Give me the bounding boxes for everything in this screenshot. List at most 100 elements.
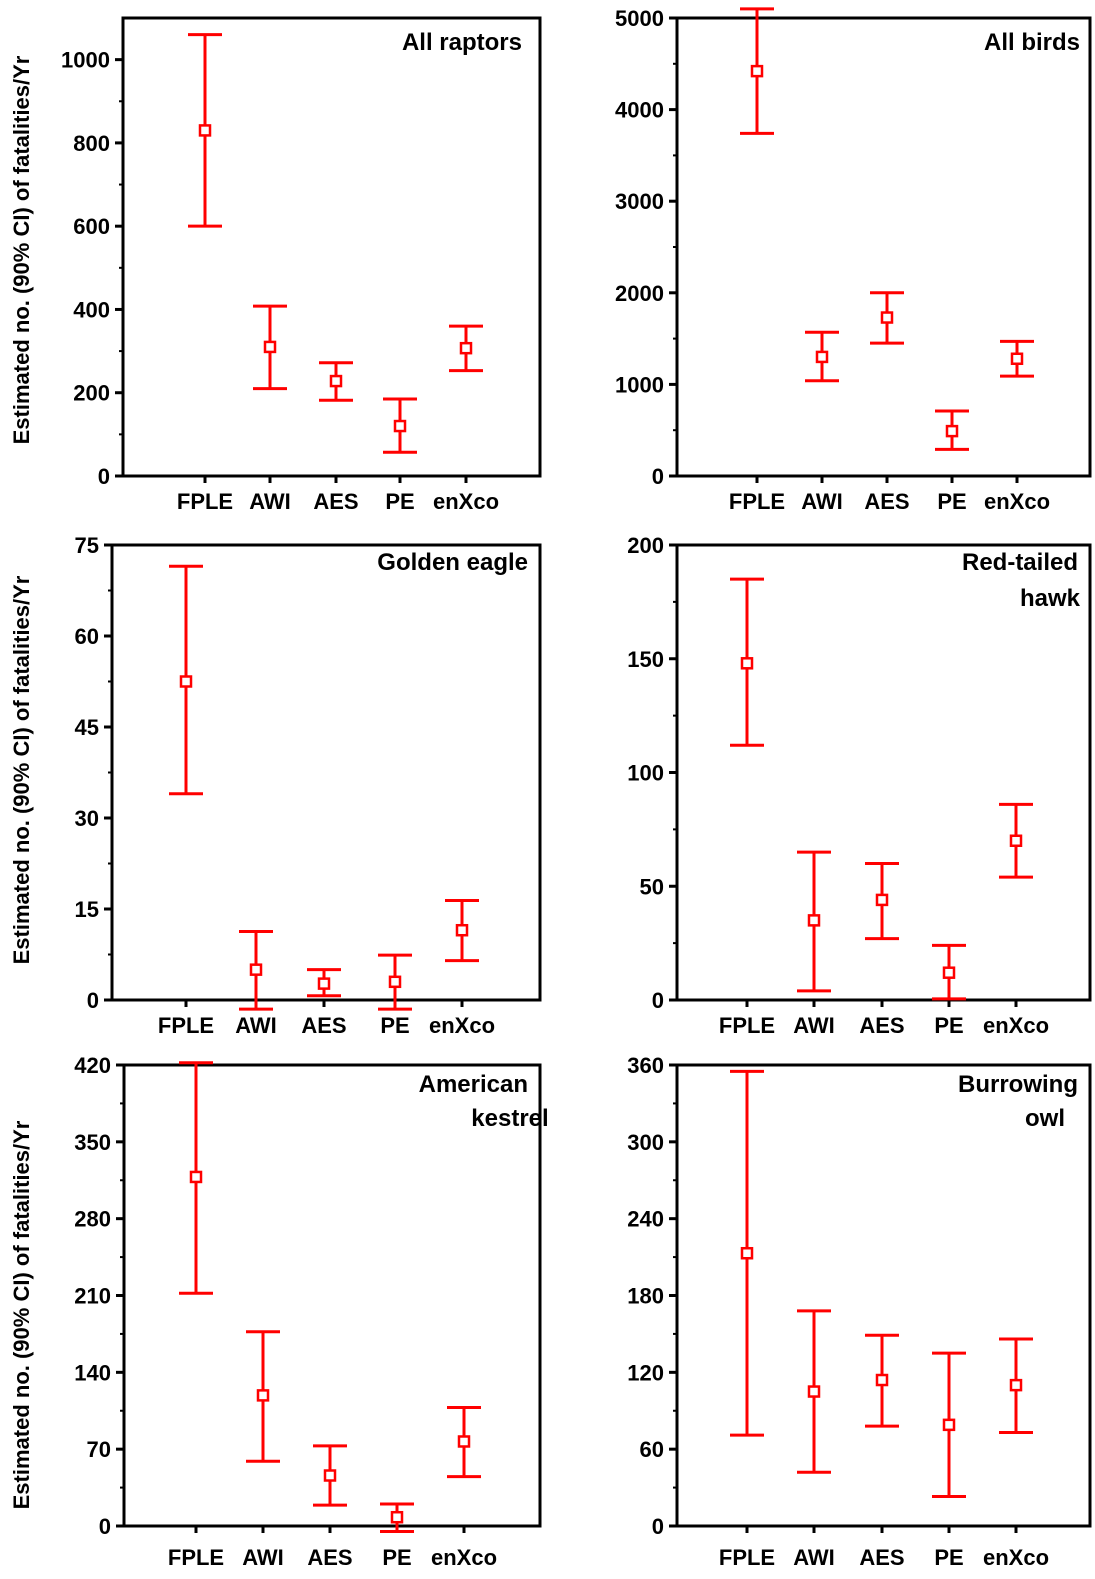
- estimate-point: [317, 977, 331, 990]
- plot-frame: [675, 1063, 1092, 1528]
- y-tick-label: 2000: [615, 281, 664, 306]
- chart-panel: 0 50 100 150 200 FPLE AWI AES PE enXco Red-tailed h…: [627, 533, 1092, 1038]
- estimate-point: [256, 1389, 270, 1402]
- chart-title: All birds: [984, 29, 1080, 56]
- x-tick-label: AES: [313, 489, 358, 514]
- y-tick-label: 800: [73, 131, 110, 156]
- y-tick-label: 50: [640, 874, 664, 899]
- x-tick-label: AWI: [793, 1545, 835, 1570]
- y-tick-label: 240: [627, 1207, 664, 1232]
- chart-title: All raptors: [402, 29, 522, 56]
- y-tick-label: 200: [627, 533, 664, 558]
- y-tick-label: 4000: [615, 98, 664, 123]
- y-tick-label: 70: [87, 1437, 111, 1462]
- estimate-point: [323, 1469, 337, 1482]
- estimate-point: [198, 124, 212, 137]
- x-tick-label: enXco: [983, 1545, 1049, 1570]
- x-tick-label: enXco: [983, 1013, 1049, 1038]
- y-tick-label: 3000: [615, 189, 664, 214]
- estimate-point: [249, 963, 263, 976]
- estimate-point: [807, 914, 821, 927]
- chart-title: American: [419, 1071, 528, 1098]
- x-tick-label: AES: [864, 489, 909, 514]
- plot-frame: [675, 16, 1092, 478]
- x-tick-label: PE: [382, 1545, 411, 1570]
- estimate-point: [740, 657, 754, 670]
- y-tick-label: 350: [74, 1130, 111, 1155]
- estimate-point: [740, 1246, 754, 1260]
- y-tick-label: 15: [75, 897, 99, 922]
- y-tick-label: 360: [627, 1053, 664, 1078]
- y-tick-label: 1000: [61, 48, 110, 73]
- y-tick-label: 280: [74, 1207, 111, 1232]
- y-tick-label: 30: [75, 806, 99, 831]
- x-tick-label: FPLE: [168, 1545, 224, 1570]
- y-tick-label: 100: [627, 761, 664, 786]
- x-tick-label: PE: [937, 489, 966, 514]
- estimate-point: [189, 1170, 203, 1184]
- estimate-point: [393, 419, 407, 433]
- chart-panel: 0 60 120 180 240 300 360 FPLE AWI AES PE enXco Burro…: [627, 1053, 1092, 1570]
- estimate-point: [1009, 834, 1023, 847]
- x-tick-label: enXco: [431, 1545, 497, 1570]
- x-tick-label: AWI: [249, 489, 291, 514]
- estimate-point: [875, 1373, 889, 1387]
- x-tick-label: FPLE: [719, 1013, 775, 1038]
- x-tick-label: FPLE: [177, 489, 233, 514]
- estimate-point: [750, 64, 764, 78]
- estimate-point: [807, 1385, 821, 1398]
- x-tick-label: enXco: [984, 489, 1050, 514]
- estimate-point: [875, 893, 889, 907]
- estimate-point: [263, 340, 277, 354]
- y-tick-label: 300: [627, 1130, 664, 1155]
- x-tick-label: FPLE: [729, 489, 785, 514]
- estimate-point: [455, 923, 469, 937]
- estimate-point: [459, 341, 473, 355]
- y-tick-label: 0: [98, 464, 110, 489]
- y-tick-label: 0: [87, 988, 99, 1013]
- y-tick-label: 400: [73, 297, 110, 322]
- chart-panel: 0 70 140 210 280 350 420 FPLE AWI AES PE enXco Ameri…: [74, 1053, 548, 1570]
- y-tick-label: 150: [627, 647, 664, 672]
- estimate-point: [942, 1418, 956, 1432]
- x-tick-label: AES: [307, 1545, 352, 1570]
- estimate-point: [945, 424, 959, 438]
- y-tick-label: 420: [74, 1053, 111, 1078]
- y-tick-label: 5000: [615, 6, 664, 31]
- x-tick-label: enXco: [429, 1013, 495, 1038]
- chart-title: Red-tailed: [962, 549, 1078, 576]
- x-tick-label: PE: [385, 489, 414, 514]
- y-tick-label: 0: [99, 1514, 111, 1539]
- x-tick-label: PE: [934, 1545, 963, 1570]
- chart-title: owl: [1025, 1105, 1065, 1132]
- y-tick-label: 75: [75, 533, 99, 558]
- y-tick-label: 0: [652, 1514, 664, 1539]
- y-tick-label: 180: [627, 1284, 664, 1309]
- estimate-point: [1010, 352, 1024, 366]
- chart-title: Burrowing: [958, 1071, 1078, 1098]
- estimate-point: [329, 374, 343, 388]
- x-tick-label: PE: [380, 1013, 409, 1038]
- x-tick-label: AWI: [235, 1013, 277, 1038]
- estimate-point: [880, 311, 894, 324]
- estimate-point: [457, 1435, 471, 1448]
- y-tick-label: 60: [640, 1437, 664, 1462]
- x-tick-label: AES: [301, 1013, 346, 1038]
- estimate-point: [179, 675, 193, 688]
- chart-panel: 0 15 30 45 60 75 FPLE AWI AES PE enXco Golden eagle: [75, 533, 542, 1038]
- y-tick-label: 0: [652, 464, 664, 489]
- y-tick-label: 210: [74, 1284, 111, 1309]
- y-tick-label: 200: [73, 381, 110, 406]
- chart-title: Golden eagle: [377, 549, 528, 576]
- x-tick-label: AWI: [793, 1013, 835, 1038]
- x-tick-label: FPLE: [719, 1545, 775, 1570]
- x-tick-label: FPLE: [158, 1013, 214, 1038]
- y-tick-label: 600: [73, 214, 110, 239]
- estimate-point: [942, 966, 956, 979]
- x-tick-label: AWI: [242, 1545, 284, 1570]
- chart-panel: 0 200 400 600 800 1000 FPLE AWI AES PE enXco All ra…: [61, 16, 542, 514]
- plot-frame: [122, 1063, 542, 1528]
- estimate-point: [815, 350, 829, 364]
- y-tick-label: 140: [74, 1360, 111, 1385]
